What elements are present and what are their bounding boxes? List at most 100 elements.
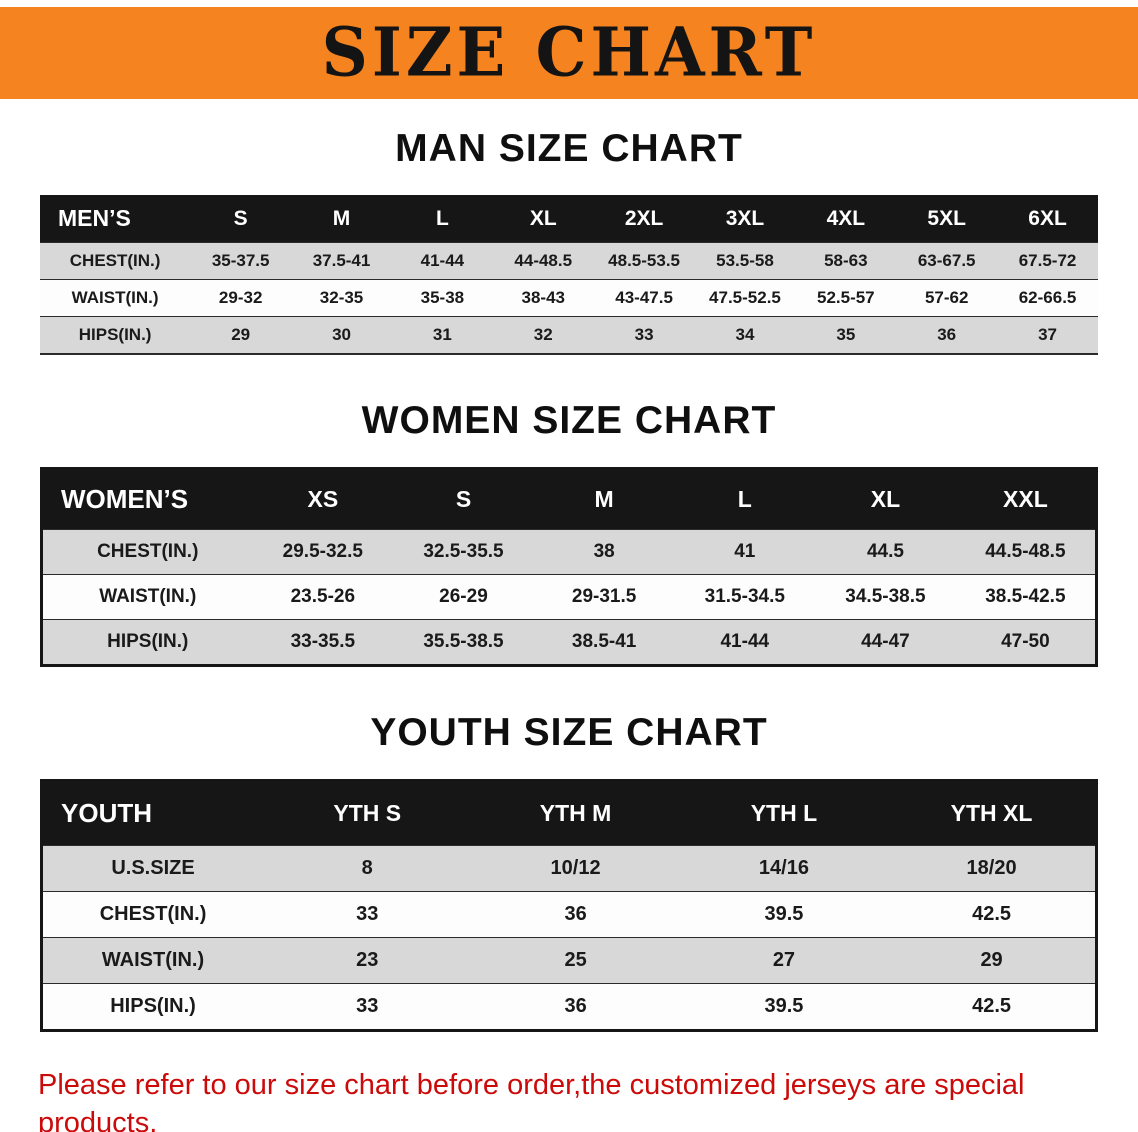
size-header-cell: L xyxy=(391,195,493,243)
value-cell: 29 xyxy=(888,937,1097,984)
size-header-cell: XS xyxy=(252,468,394,530)
size-header-cell: YTH XL xyxy=(888,780,1097,846)
value-cell: 63-67.5 xyxy=(896,242,998,280)
value-cell: 14/16 xyxy=(679,845,889,892)
size-header-cell: M xyxy=(291,195,392,243)
value-cell: 29-31.5 xyxy=(533,574,675,620)
value-cell: 48.5-53.5 xyxy=(593,242,695,280)
value-cell: 41-44 xyxy=(674,619,816,667)
row-label-cell: WAIST(IN.) xyxy=(41,937,264,984)
youth-section-heading: YOUTH SIZE CHART xyxy=(370,711,768,754)
table-row: CHEST(IN.) 29.5-32.5 32.5-35.5 38 41 44.5 44.5… xyxy=(41,529,1097,575)
value-cell: 38.5-41 xyxy=(533,619,675,667)
size-header-cell: M xyxy=(533,468,675,530)
value-cell: 29 xyxy=(190,316,292,355)
value-cell: 35-38 xyxy=(391,279,493,317)
value-cell: 26-29 xyxy=(393,574,534,620)
table-row: CHEST(IN.) 35-37.5 37.5-41 41-44 44-48.5 48.5… xyxy=(40,242,1098,280)
value-cell: 35-37.5 xyxy=(190,242,292,280)
size-header-cell: 3XL xyxy=(694,195,796,243)
value-cell: 33-35.5 xyxy=(252,619,394,667)
value-cell: 53.5-58 xyxy=(694,242,796,280)
value-cell: 47.5-52.5 xyxy=(694,279,796,317)
men-section-heading: MAN SIZE CHART xyxy=(395,127,743,170)
size-header-cell: YTH L xyxy=(679,780,889,846)
value-cell: 36 xyxy=(471,891,680,938)
row-label-cell: U.S.SIZE xyxy=(41,845,264,892)
value-cell: 42.5 xyxy=(888,891,1097,938)
size-header-cell: 2XL xyxy=(593,195,695,243)
value-cell: 44.5-48.5 xyxy=(955,529,1097,575)
men-size-table: MEN’S S M L XL 2XL 3XL 4XL 5XL 6XL CHEST(IN.) 35-37… xyxy=(40,195,1098,355)
value-cell: 44-47 xyxy=(815,619,956,667)
value-cell: 47-50 xyxy=(955,619,1097,667)
row-label-cell: CHEST(IN.) xyxy=(41,891,264,938)
value-cell: 25 xyxy=(471,937,680,984)
value-cell: 10/12 xyxy=(471,845,680,892)
size-header-cell: 4XL xyxy=(795,195,897,243)
row-label-cell: CHEST(IN.) xyxy=(40,242,191,280)
value-cell: 30 xyxy=(291,316,392,355)
women-size-table: WOMEN’S XS S M L XL XXL CHEST(IN.) 29.5-32.5 32.5… xyxy=(40,467,1098,667)
table-row: HIPS(IN.) 33-35.5 35.5-38.5 38.5-41 41-44 44-… xyxy=(41,619,1097,667)
value-cell: 35.5-38.5 xyxy=(393,619,534,667)
value-cell: 33 xyxy=(263,983,472,1032)
men-size-section: MAN SIZE CHART MEN’S S M L XL 2XL 3XL 4XL 5XL 6XL… xyxy=(0,127,1138,355)
value-cell: 33 xyxy=(593,316,695,355)
table-row: CHEST(IN.) 33 36 39.5 42.5 xyxy=(41,891,1097,938)
order-notice: Please refer to our size chart before or… xyxy=(0,1066,1138,1132)
size-header-cell: S xyxy=(190,195,292,243)
size-header-cell: S xyxy=(393,468,534,530)
value-cell: 36 xyxy=(896,316,998,355)
value-cell: 31.5-34.5 xyxy=(674,574,816,620)
women-size-section: WOMEN SIZE CHART WOMEN’S XS S M L XL XXL CHEST(… xyxy=(0,399,1138,667)
value-cell: 29.5-32.5 xyxy=(252,529,394,575)
size-header-cell: XL xyxy=(815,468,956,530)
value-cell: 42.5 xyxy=(888,983,1097,1032)
value-cell: 23 xyxy=(263,937,472,984)
value-cell: 32.5-35.5 xyxy=(393,529,534,575)
page-title: SIZE CHART xyxy=(321,12,817,93)
youth-size-table: YOUTH YTH S YTH M YTH L YTH XL U.S.SIZE 8 10/12… xyxy=(40,779,1098,1032)
value-cell: 27 xyxy=(679,937,889,984)
value-cell: 39.5 xyxy=(679,891,889,938)
value-cell: 32 xyxy=(492,316,594,355)
value-cell: 41 xyxy=(674,529,816,575)
value-cell: 36 xyxy=(471,983,680,1032)
value-cell: 52.5-57 xyxy=(795,279,897,317)
value-cell: 18/20 xyxy=(888,845,1097,892)
table-header-row: YOUTH YTH S YTH M YTH L YTH XL xyxy=(41,780,1097,846)
value-cell: 43-47.5 xyxy=(593,279,695,317)
value-cell: 8 xyxy=(263,845,472,892)
value-cell: 38 xyxy=(533,529,675,575)
size-header-cell: L xyxy=(674,468,816,530)
value-cell: 32-35 xyxy=(291,279,392,317)
table-row: WAIST(IN.) 23.5-26 26-29 29-31.5 31.5-34.5 34… xyxy=(41,574,1097,620)
value-cell: 38.5-42.5 xyxy=(955,574,1097,620)
table-title-cell: WOMEN’S xyxy=(41,468,253,530)
value-cell: 33 xyxy=(263,891,472,938)
value-cell: 41-44 xyxy=(391,242,493,280)
value-cell: 37.5-41 xyxy=(291,242,392,280)
value-cell: 31 xyxy=(391,316,493,355)
table-row: HIPS(IN.) 29 30 31 32 33 34 35 36 37 xyxy=(40,316,1098,355)
table-header-row: MEN’S S M L XL 2XL 3XL 4XL 5XL 6XL xyxy=(40,195,1098,243)
row-label-cell: HIPS(IN.) xyxy=(40,316,191,355)
size-header-cell: YTH S xyxy=(263,780,472,846)
table-row: WAIST(IN.) 23 25 27 29 xyxy=(41,937,1097,984)
size-header-cell: XL xyxy=(492,195,594,243)
row-label-cell: WAIST(IN.) xyxy=(40,279,191,317)
value-cell: 44-48.5 xyxy=(492,242,594,280)
youth-size-section: YOUTH SIZE CHART YOUTH YTH S YTH M YTH L YTH… xyxy=(0,711,1138,1032)
table-title-cell: MEN’S xyxy=(40,195,191,243)
banner: SIZE CHART xyxy=(0,7,1138,99)
row-label-cell: WAIST(IN.) xyxy=(41,574,253,620)
value-cell: 67.5-72 xyxy=(997,242,1098,280)
value-cell: 34.5-38.5 xyxy=(815,574,956,620)
value-cell: 57-62 xyxy=(896,279,998,317)
table-title-cell: YOUTH xyxy=(41,780,264,846)
size-header-cell: 5XL xyxy=(896,195,998,243)
value-cell: 58-63 xyxy=(795,242,897,280)
value-cell: 38-43 xyxy=(492,279,594,317)
